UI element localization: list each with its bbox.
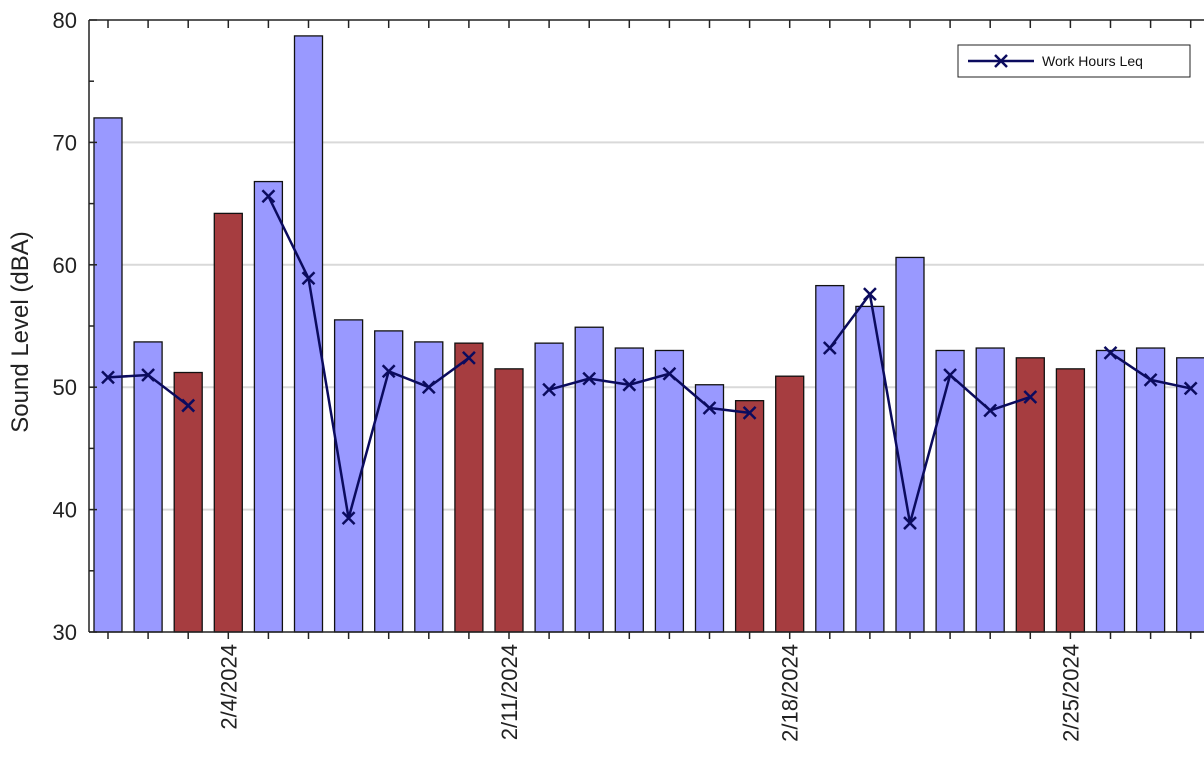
bar-2-3-2024 (173, 371, 203, 633)
series-marker-2-10-2024 (462, 350, 476, 365)
series-line-segment (267, 195, 470, 520)
series-marker-2-12-2024 (542, 382, 556, 397)
series-marker-2-7-2024 (341, 511, 356, 526)
x-tick-label: 2/4/2024 (216, 644, 241, 730)
work-hours-leq-series (101, 189, 1198, 530)
x-tick-label: 2/11/2024 (497, 644, 522, 740)
bar-2-2-2024 (133, 341, 163, 633)
bar-2-10-2024 (454, 342, 484, 633)
series-marker-2-28-2024 (1183, 381, 1198, 396)
legend-box (957, 44, 1191, 78)
bar-2-17-2024 (734, 400, 765, 633)
series-marker-2-24-2024 (1023, 390, 1038, 404)
bar-2-22-2024 (935, 349, 965, 633)
y-tick-label: 40 (53, 498, 77, 523)
series-marker-2-26-2024 (1103, 346, 1118, 360)
bar-2-7-2024 (333, 319, 364, 633)
series-marker-2-27-2024 (1143, 372, 1158, 387)
series-marker-2-5-2024 (261, 189, 276, 204)
bar-2-5-2024 (253, 180, 284, 633)
y-axis-label: Sound Level (dBA) (7, 231, 34, 432)
bar-2-21-2024 (895, 256, 925, 633)
series-marker-2-19-2024 (822, 341, 837, 355)
series-marker-2-17-2024 (742, 406, 757, 420)
legend-entry-work-hours-leq: Work Hours Leq (1042, 53, 1143, 69)
bar-2-15-2024 (654, 349, 685, 633)
series-marker-2-9-2024 (421, 380, 436, 395)
axis-ticks: 30 40 50 60 70 80 2/4/2024 2/11/2024 2/18/2024 2/… (53, 8, 1192, 742)
series-marker-2-14-2024 (622, 377, 637, 392)
series-marker-2-8-2024 (381, 364, 396, 379)
bar-2-14-2024 (614, 347, 644, 633)
y-tick-label: 50 (53, 375, 77, 400)
series-marker-2-6-2024 (301, 271, 316, 286)
y-tick-label: 30 (53, 620, 77, 645)
y-tick-label: 60 (53, 253, 77, 278)
bar-2-23-2024 (975, 347, 1005, 633)
series-marker-2-2-2024 (141, 368, 155, 382)
legend: Work Hours Leq (957, 44, 1191, 78)
bar-2-20-2024 (855, 305, 885, 633)
series-marker-2-3-2024 (181, 398, 196, 413)
legend-marker (994, 54, 1008, 68)
y-tick-label: 70 (53, 130, 77, 155)
series-marker-2-16-2024 (702, 401, 717, 415)
series-marker-2-22-2024 (943, 368, 957, 382)
y-tick-label: 80 (53, 8, 77, 33)
bar-2-28-2024 (1176, 357, 1204, 633)
bar-2-19-2024 (815, 284, 845, 633)
series-marker-2-15-2024 (662, 366, 677, 381)
bar-2-27-2024 (1135, 347, 1166, 633)
bar-2-11-2024 (494, 368, 524, 633)
series-marker-2-13-2024 (582, 371, 597, 386)
bar-2-16-2024 (694, 384, 725, 633)
bar-2-24-2024 (1015, 357, 1045, 633)
bar-2-1-2024 (93, 117, 123, 633)
x-tick-label: 2/25/2024 (1058, 644, 1083, 742)
bar-2-18-2024 (775, 375, 805, 633)
bar-2-25-2024 (1055, 368, 1086, 633)
series-marker-2-21-2024 (903, 516, 917, 530)
bar-2-13-2024 (574, 326, 604, 633)
bar-2-26-2024 (1095, 349, 1126, 633)
series-line-segment (548, 372, 750, 415)
bar-2-9-2024 (414, 341, 444, 633)
x-tick-label: 2/18/2024 (778, 644, 803, 742)
series-marker-2-20-2024 (863, 287, 877, 302)
bar-series (93, 35, 1204, 633)
bar-2-4-2024 (213, 212, 243, 633)
series-line-segment (828, 292, 1031, 525)
series-marker-2-1-2024 (101, 370, 115, 385)
series-marker-2-23-2024 (983, 403, 998, 418)
